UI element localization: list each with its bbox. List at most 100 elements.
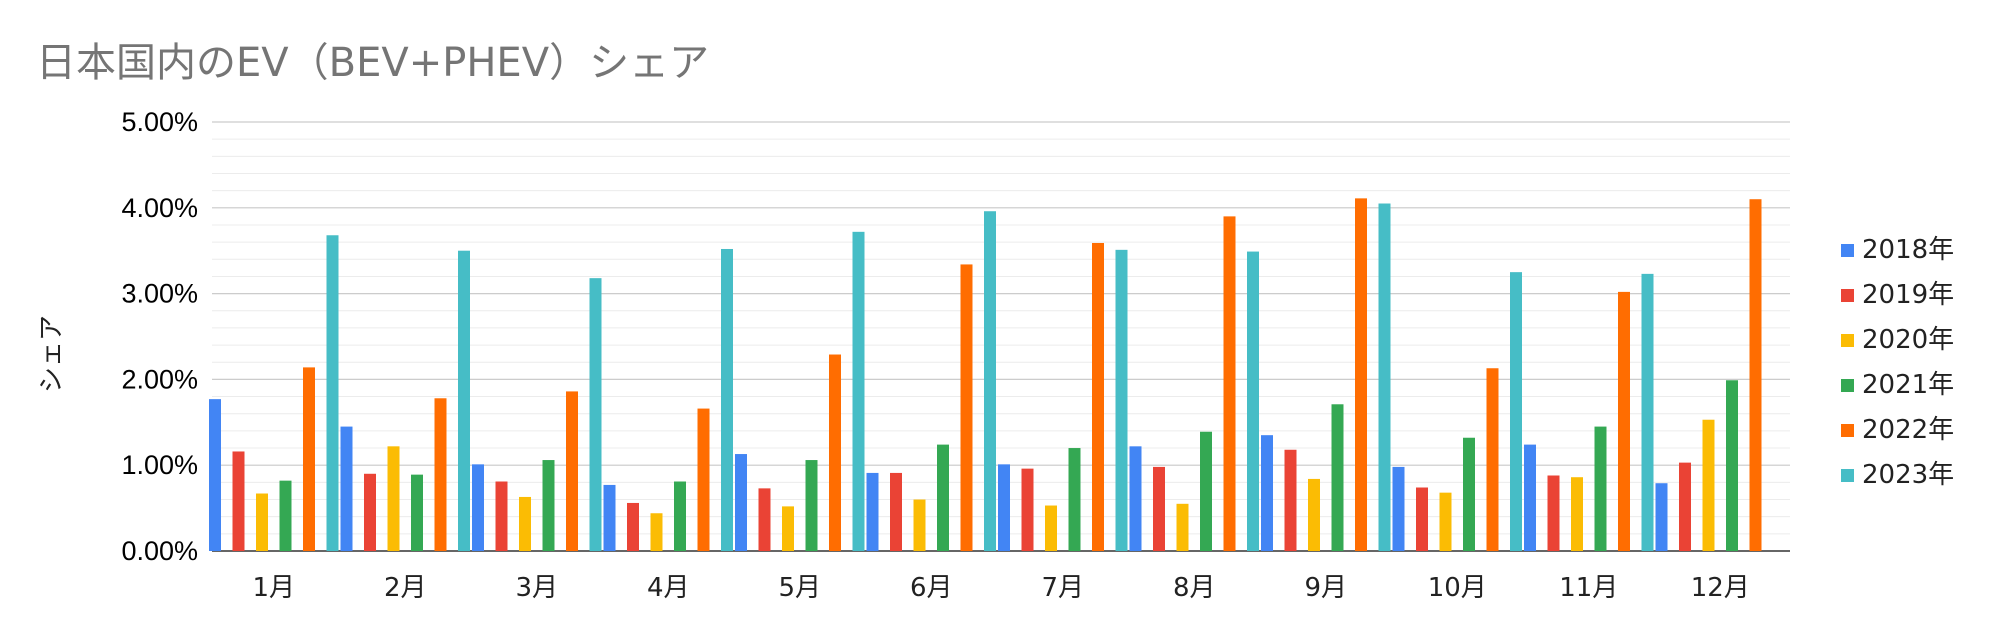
- bar-2023年-10月: [1510, 272, 1522, 551]
- bar-2019年-3月: [495, 481, 508, 551]
- bar-2022年-10月: [1486, 368, 1499, 551]
- bar-2022年-11月: [1618, 291, 1630, 551]
- bar-2018年-9月: [1261, 435, 1273, 551]
- bar-2018年-4月: [603, 484, 616, 551]
- bar-2023年-4月: [721, 248, 733, 551]
- bar-2022年-7月: [1092, 242, 1104, 551]
- bar-2018年-7月: [998, 464, 1010, 551]
- bar-2020年-9月: [1308, 478, 1320, 551]
- legend: 2018年 2019年 2020年 2021年 2022年 2023年: [1841, 235, 1954, 490]
- bar-2018年-10月: [1392, 466, 1405, 551]
- bar-2021年-2月: [411, 474, 423, 551]
- bar-2023年-8月: [1247, 251, 1259, 552]
- bar-2020年-7月: [1045, 505, 1057, 551]
- bar-2021年-7月: [1068, 448, 1081, 551]
- bar-2021年-4月: [674, 481, 686, 551]
- bar-2023年-3月: [589, 278, 602, 551]
- bar-2020年-12月: [1702, 419, 1715, 551]
- bar-2019年-5月: [758, 488, 771, 551]
- legend-label: 2019年: [1862, 280, 1954, 310]
- x-tick-label: 5月: [778, 573, 821, 603]
- chart-title: 日本国内のEV（BEV+PHEV）シェア: [36, 40, 710, 86]
- y-tick-label: 2.00%: [121, 364, 198, 394]
- bar-2018年-5月: [735, 454, 747, 551]
- bar-2020年-2月: [387, 446, 400, 551]
- bar-2020年-4月: [650, 513, 663, 551]
- x-tick-label: 11月: [1559, 573, 1618, 603]
- y-tick-label: 0.00%: [121, 536, 198, 566]
- bars: [209, 198, 1762, 552]
- bar-2020年-3月: [519, 496, 531, 551]
- x-tick-label: 2月: [384, 573, 427, 603]
- legend-swatch: [1841, 334, 1854, 347]
- bar-2021年-12月: [1726, 380, 1738, 551]
- bar-2023年-2月: [458, 250, 470, 551]
- bar-2021年-3月: [542, 460, 555, 551]
- bar-2018年-12月: [1655, 483, 1668, 551]
- y-axis: 0.00% 1.00% 2.00% 3.00% 4.00% 5.00%: [121, 107, 198, 566]
- bar-2021年-9月: [1331, 404, 1344, 551]
- x-tick-label: 4月: [647, 573, 690, 603]
- bar-2019年-12月: [1679, 462, 1691, 551]
- bar-2019年-11月: [1547, 475, 1560, 551]
- x-tick-label: 8月: [1173, 573, 1216, 603]
- x-tick-label: 7月: [1041, 573, 1084, 603]
- y-tick-label: 1.00%: [121, 450, 198, 480]
- legend-swatch: [1841, 244, 1854, 257]
- bar-2021年-6月: [937, 444, 949, 551]
- y-tick-label: 4.00%: [121, 193, 198, 223]
- bar-2019年-10月: [1416, 487, 1428, 551]
- bar-2020年-11月: [1571, 477, 1583, 551]
- legend-label: 2020年: [1862, 325, 1954, 355]
- bar-2022年-2月: [434, 398, 447, 551]
- bar-2022年-6月: [960, 264, 973, 551]
- x-tick-label: 12月: [1691, 573, 1750, 603]
- bar-2019年-1月: [232, 451, 245, 551]
- bar-2018年-8月: [1129, 446, 1142, 551]
- bar-2019年-8月: [1153, 466, 1165, 551]
- bar-2021年-10月: [1463, 437, 1475, 551]
- x-tick-label: 3月: [515, 573, 558, 603]
- bar-2022年-4月: [697, 408, 710, 551]
- bar-2018年-6月: [866, 472, 879, 551]
- x-tick-label: 6月: [910, 573, 953, 603]
- bar-2020年-5月: [782, 506, 794, 551]
- bar-2022年-12月: [1749, 199, 1762, 551]
- legend-label: 2022年: [1862, 415, 1954, 445]
- bar-2019年-2月: [364, 473, 376, 551]
- bar-2023年-1月: [326, 235, 339, 552]
- bar-2021年-8月: [1200, 431, 1212, 551]
- bar-2019年-9月: [1284, 449, 1297, 551]
- bar-2020年-8月: [1176, 503, 1189, 551]
- bar-2022年-5月: [829, 354, 841, 551]
- bar-2022年-1月: [303, 367, 315, 551]
- x-tick-label: 10月: [1428, 573, 1487, 603]
- bar-2022年-8月: [1223, 216, 1236, 551]
- bar-2023年-5月: [852, 231, 865, 551]
- legend-swatch: [1841, 289, 1854, 302]
- legend-swatch: [1841, 469, 1854, 482]
- x-tick-label: 9月: [1304, 573, 1347, 603]
- bar-2019年-6月: [890, 472, 902, 551]
- bar-2018年-11月: [1524, 444, 1536, 551]
- bar-2018年-2月: [340, 426, 353, 551]
- y-tick-label: 3.00%: [121, 279, 198, 309]
- legend-label: 2021年: [1862, 370, 1954, 400]
- bar-2021年-5月: [805, 460, 818, 551]
- bar-2020年-10月: [1439, 492, 1452, 551]
- y-axis-label: シェア: [37, 315, 67, 393]
- y-tick-label: 5.00%: [121, 107, 198, 137]
- bar-2021年-11月: [1594, 426, 1607, 551]
- bar-2022年-3月: [566, 391, 578, 551]
- bar-2019年-4月: [627, 502, 639, 551]
- bar-2023年-7月: [1115, 249, 1128, 552]
- bar-2019年-7月: [1021, 468, 1034, 551]
- bar-2020年-1月: [256, 493, 268, 551]
- legend-swatch: [1841, 424, 1854, 437]
- bar-2020年-6月: [913, 499, 926, 551]
- bar-2022年-9月: [1355, 198, 1367, 551]
- legend-label: 2018年: [1862, 235, 1954, 265]
- x-tick-label: 1月: [252, 573, 295, 603]
- bar-2018年-3月: [472, 464, 484, 551]
- bar-2018年-1月: [209, 399, 221, 551]
